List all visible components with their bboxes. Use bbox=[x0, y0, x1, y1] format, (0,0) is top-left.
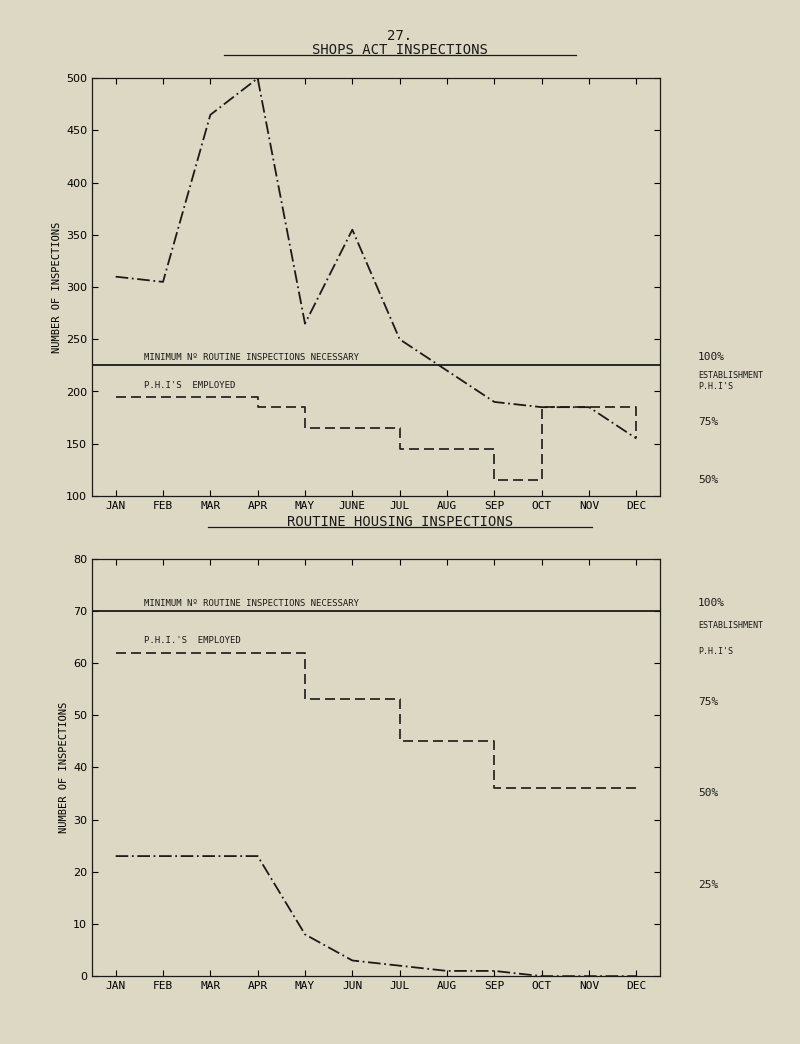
Text: P.H.I'S: P.H.I'S bbox=[698, 647, 733, 657]
Text: MINIMUM Nº ROUTINE INSPECTIONS NECESSARY: MINIMUM Nº ROUTINE INSPECTIONS NECESSARY bbox=[144, 353, 359, 362]
Text: 25%: 25% bbox=[698, 880, 718, 889]
Text: 75%: 75% bbox=[698, 417, 718, 427]
Y-axis label: NUMBER OF INSPECTIONS: NUMBER OF INSPECTIONS bbox=[59, 702, 69, 833]
Text: 100%: 100% bbox=[698, 598, 725, 608]
Text: P.H.I.'S  EMPLOYED: P.H.I.'S EMPLOYED bbox=[144, 636, 241, 644]
Text: P.H.I'S  EMPLOYED: P.H.I'S EMPLOYED bbox=[144, 381, 235, 390]
Y-axis label: NUMBER OF INSPECTIONS: NUMBER OF INSPECTIONS bbox=[52, 221, 62, 353]
Text: 27.: 27. bbox=[387, 29, 413, 43]
Text: 75%: 75% bbox=[698, 697, 718, 707]
Text: ESTABLISHMENT: ESTABLISHMENT bbox=[698, 621, 763, 631]
Text: 50%: 50% bbox=[698, 788, 718, 799]
Text: ROUTINE HOUSING INSPECTIONS: ROUTINE HOUSING INSPECTIONS bbox=[287, 515, 513, 528]
Text: 50%: 50% bbox=[698, 475, 718, 485]
Text: SHOPS ACT INSPECTIONS: SHOPS ACT INSPECTIONS bbox=[312, 43, 488, 56]
Text: MINIMUM Nº ROUTINE INSPECTIONS NECESSARY: MINIMUM Nº ROUTINE INSPECTIONS NECESSARY bbox=[144, 599, 359, 608]
Text: 100%: 100% bbox=[698, 352, 725, 362]
Text: ESTABLISHMENT: ESTABLISHMENT bbox=[698, 371, 763, 380]
Text: P.H.I'S: P.H.I'S bbox=[698, 382, 733, 392]
